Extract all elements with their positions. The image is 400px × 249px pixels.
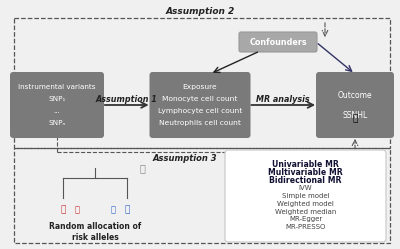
Text: Neutrophils cell count: Neutrophils cell count: [159, 120, 241, 126]
Text: Weighted model: Weighted model: [277, 201, 334, 207]
FancyBboxPatch shape: [150, 72, 250, 138]
Text: Monocyte cell count: Monocyte cell count: [162, 96, 238, 102]
Text: Outcome: Outcome: [338, 90, 372, 100]
Text: Bidirectional MR: Bidirectional MR: [269, 176, 342, 185]
FancyBboxPatch shape: [239, 32, 317, 52]
Text: Simple model: Simple model: [282, 193, 329, 199]
Text: Exposure: Exposure: [183, 84, 217, 90]
Text: Weighted median: Weighted median: [275, 209, 336, 215]
Text: 🧬: 🧬: [74, 205, 80, 214]
Text: SNPₙ: SNPₙ: [48, 120, 66, 126]
Text: MR-PRESSO: MR-PRESSO: [285, 224, 326, 230]
Text: Univariable MR: Univariable MR: [272, 160, 339, 169]
Text: 🧬: 🧬: [110, 205, 116, 214]
Text: 🦸: 🦸: [60, 205, 66, 214]
FancyBboxPatch shape: [10, 72, 104, 138]
Text: IVW: IVW: [299, 185, 312, 191]
Text: Assumption 1: Assumption 1: [96, 95, 158, 104]
Text: Instrumental variants: Instrumental variants: [18, 84, 96, 90]
Bar: [14, 18, 390, 148]
Text: Assumption 3: Assumption 3: [153, 153, 217, 163]
Text: Confounders: Confounders: [249, 38, 307, 47]
FancyBboxPatch shape: [225, 150, 386, 242]
Text: SSNHL: SSNHL: [342, 111, 368, 120]
Text: ...: ...: [54, 108, 60, 114]
Text: SNP₁: SNP₁: [48, 96, 66, 102]
Bar: [14, 148, 390, 243]
Text: 👂: 👂: [352, 115, 358, 124]
Text: Assumption 2: Assumption 2: [165, 6, 235, 15]
Text: MR-Egger: MR-Egger: [289, 216, 322, 222]
Text: MR analysis: MR analysis: [256, 95, 310, 104]
Text: 🧬: 🧬: [139, 163, 145, 173]
Text: Lymphocyte cell count: Lymphocyte cell count: [158, 108, 242, 114]
FancyBboxPatch shape: [316, 72, 394, 138]
Text: 🦸: 🦸: [124, 205, 130, 214]
Text: Multivariable MR: Multivariable MR: [268, 168, 343, 177]
Text: Random allocation of
risk alleles: Random allocation of risk alleles: [49, 222, 141, 242]
